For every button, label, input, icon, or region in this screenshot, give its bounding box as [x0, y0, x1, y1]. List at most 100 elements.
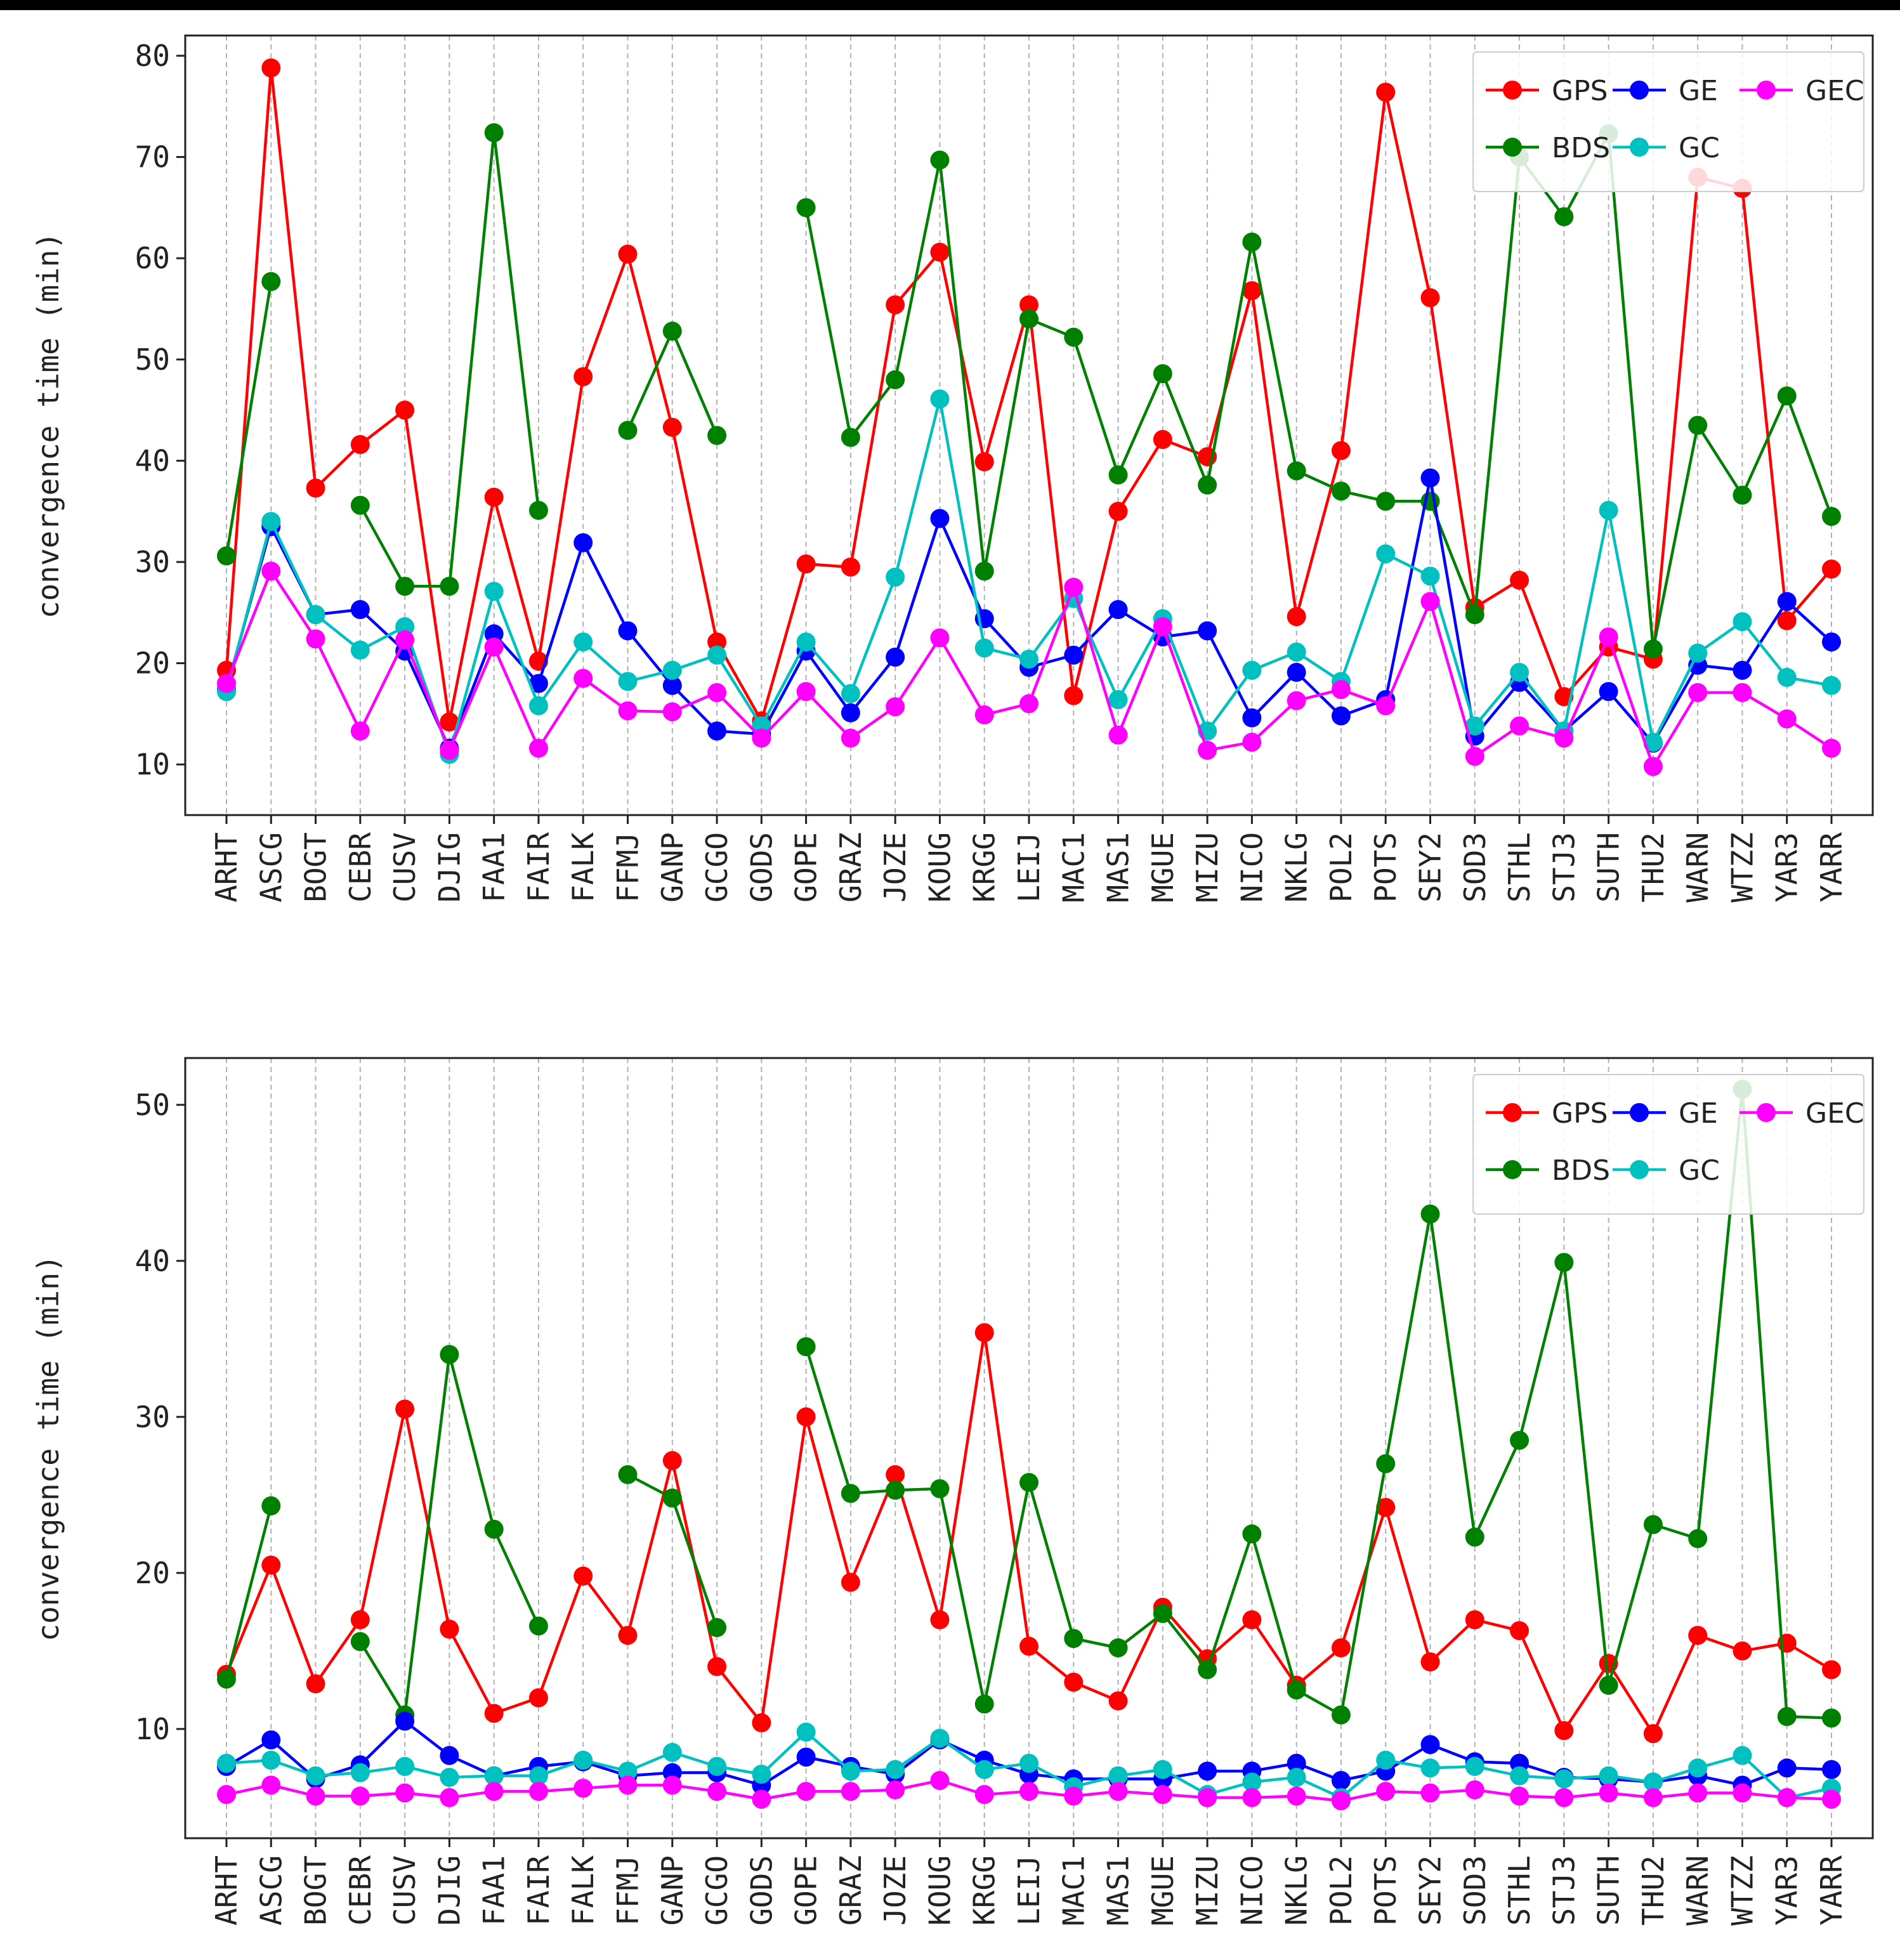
- x-tick-label: SUTH: [1592, 1855, 1626, 1926]
- series-line-segment: [1072, 336, 1120, 476]
- series-gc: [217, 1722, 1841, 1808]
- x-tick-label: STJ3: [1547, 832, 1581, 903]
- data-point: [573, 1566, 593, 1586]
- data-point: [618, 1465, 638, 1484]
- data-point: [707, 645, 727, 665]
- series-line-segment: [1741, 600, 1788, 671]
- data-point: [1510, 716, 1530, 736]
- data-point: [306, 1766, 325, 1786]
- series-line-segment: [1741, 395, 1788, 496]
- data-point: [350, 721, 370, 741]
- data-point: [974, 1694, 994, 1714]
- data-point: [886, 648, 905, 667]
- data-point: [217, 546, 236, 566]
- data-point: [1554, 207, 1574, 226]
- data-point: [618, 1761, 638, 1781]
- data-point: [752, 1713, 771, 1732]
- legend-marker-ge: [1630, 1103, 1649, 1122]
- series-line-segment: [1473, 157, 1521, 615]
- x-tick-label: KRGG: [967, 832, 1002, 903]
- series-gec: [217, 1770, 1841, 1810]
- x-tick-label: MGUE: [1146, 1855, 1180, 1926]
- x-tick-label: BOGT: [299, 1855, 333, 1926]
- x-tick-label: SOD3: [1458, 1855, 1492, 1926]
- top-chart-panel: 10 20 30 40 50 60 70 80 convergence time (min) AR…: [31, 34, 1874, 903]
- data-point: [707, 1756, 727, 1776]
- data-point: [573, 669, 593, 688]
- data-point: [350, 1763, 370, 1782]
- data-point: [306, 478, 325, 498]
- data-point: [1420, 468, 1440, 488]
- series-line-segment: [225, 1505, 273, 1680]
- series-line-segment: [1651, 652, 1700, 743]
- data-point: [1510, 570, 1530, 590]
- data-point: [1554, 1721, 1574, 1741]
- series-line-segment: [1651, 425, 1700, 650]
- data-point: [440, 740, 459, 760]
- data-point: [662, 660, 682, 680]
- series-line-segment: [1651, 691, 1700, 768]
- data-point: [1733, 1783, 1752, 1803]
- data-point: [1643, 1724, 1663, 1744]
- data-point: [1376, 1498, 1396, 1517]
- data-point: [618, 244, 638, 264]
- series-line-segment: [626, 630, 674, 687]
- data-point: [974, 705, 994, 724]
- data-point: [484, 487, 504, 507]
- data-point: [350, 599, 370, 619]
- data-point: [528, 500, 548, 520]
- x-tick-label: MIZU: [1190, 832, 1224, 903]
- data-point: [1019, 694, 1038, 714]
- series-line-segment: [1429, 297, 1477, 608]
- data-point: [886, 295, 905, 315]
- series-line-segment: [492, 132, 541, 511]
- data-point: [1688, 1529, 1708, 1548]
- series-line-segment: [1117, 1606, 1164, 1702]
- data-point: [1777, 386, 1797, 406]
- data-point: [1822, 1760, 1841, 1779]
- data-point: [1198, 1788, 1217, 1808]
- series-line-segment: [849, 577, 897, 695]
- data-point: [395, 1756, 415, 1776]
- data-point: [618, 621, 638, 641]
- data-point: [1242, 281, 1262, 301]
- series-line-segment: [1741, 1754, 1788, 1799]
- series-line-segment: [1339, 92, 1387, 451]
- data-point: [528, 1688, 548, 1708]
- data-point: [350, 495, 370, 515]
- data-point: [1153, 1604, 1172, 1623]
- series-line-segment: [804, 641, 852, 695]
- data-point: [1331, 1791, 1351, 1810]
- x-tick-label: CEBR: [343, 832, 377, 903]
- data-point: [1064, 1673, 1084, 1692]
- data-point: [1510, 1621, 1530, 1640]
- legend-marker-gec: [1757, 1103, 1776, 1122]
- x-tick-label: GRAZ: [834, 832, 868, 903]
- series-line-segment: [314, 1619, 362, 1685]
- data-point: [1510, 1430, 1530, 1450]
- series-line-segment: [1563, 510, 1610, 731]
- data-point: [796, 554, 816, 574]
- data-point: [1019, 295, 1038, 315]
- data-point: [1331, 680, 1351, 700]
- x-tick-label: WARN: [1681, 1855, 1715, 1926]
- data-point: [573, 1751, 593, 1770]
- data-point: [1420, 1205, 1440, 1224]
- x-tick-label: MAC1: [1056, 832, 1091, 903]
- data-point: [796, 1748, 816, 1767]
- series-line-segment: [358, 1640, 407, 1716]
- y-tick-label: 20: [135, 1556, 170, 1590]
- legend-marker-bds: [1503, 138, 1522, 157]
- legend-label-gec: GEC: [1805, 75, 1864, 107]
- data-point: [528, 696, 548, 715]
- series-line-segment: [1295, 450, 1343, 617]
- data-point: [796, 1337, 816, 1357]
- series-line-segment: [1205, 1533, 1254, 1671]
- data-point: [528, 738, 548, 758]
- series-line-segment: [270, 570, 317, 640]
- series-line-segment: [938, 637, 986, 716]
- x-tick-label: MAS1: [1101, 832, 1136, 903]
- data-point: [1198, 1660, 1217, 1680]
- data-point: [1554, 1788, 1574, 1808]
